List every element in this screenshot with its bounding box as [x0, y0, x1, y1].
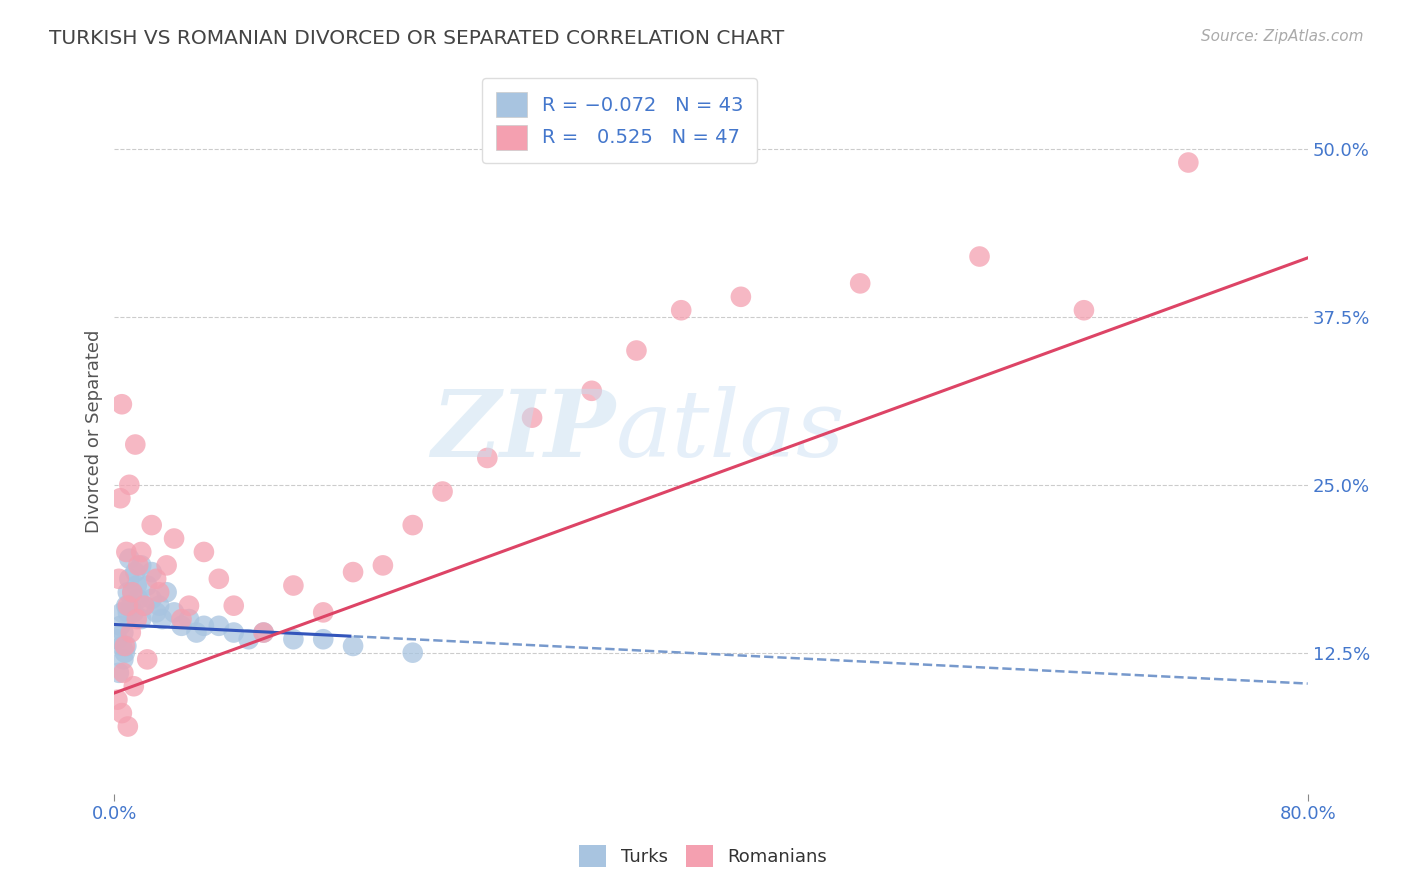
- Point: [136, 578, 159, 592]
- Point: [432, 484, 454, 499]
- Point: [342, 639, 364, 653]
- Point: [148, 585, 170, 599]
- Point: [129, 545, 152, 559]
- Point: [124, 437, 146, 451]
- Point: [118, 478, 141, 492]
- Point: [477, 450, 499, 465]
- Point: [118, 572, 141, 586]
- Point: [283, 632, 305, 647]
- Text: TURKISH VS ROMANIAN DIVORCED OR SEPARATED CORRELATION CHART: TURKISH VS ROMANIAN DIVORCED OR SEPARATE…: [49, 29, 785, 47]
- Point: [111, 639, 134, 653]
- Point: [222, 625, 245, 640]
- Point: [581, 384, 603, 398]
- Point: [208, 572, 231, 586]
- Point: [121, 585, 143, 599]
- Point: [114, 646, 136, 660]
- Point: [108, 665, 131, 680]
- Point: [402, 646, 425, 660]
- Point: [127, 591, 149, 606]
- Point: [626, 343, 648, 358]
- Point: [283, 578, 305, 592]
- Point: [193, 619, 215, 633]
- Point: [122, 679, 145, 693]
- Point: [371, 558, 394, 573]
- Point: [114, 639, 136, 653]
- Point: [117, 599, 139, 613]
- Point: [145, 606, 167, 620]
- Point: [402, 518, 425, 533]
- Point: [127, 558, 149, 573]
- Point: [150, 612, 173, 626]
- Point: [115, 599, 138, 613]
- Point: [111, 706, 134, 720]
- Point: [170, 619, 193, 633]
- Point: [111, 606, 134, 620]
- Point: [141, 518, 163, 533]
- Point: [186, 625, 208, 640]
- Point: [312, 606, 335, 620]
- Point: [849, 277, 872, 291]
- Point: [520, 410, 543, 425]
- Point: [125, 612, 148, 626]
- Point: [117, 719, 139, 733]
- Point: [252, 625, 274, 640]
- Point: [156, 558, 179, 573]
- Point: [112, 652, 135, 666]
- Point: [1177, 155, 1199, 169]
- Point: [145, 572, 167, 586]
- Text: atlas: atlas: [616, 386, 845, 476]
- Point: [122, 606, 145, 620]
- Point: [177, 612, 200, 626]
- Point: [134, 599, 156, 613]
- Point: [110, 619, 132, 633]
- Point: [136, 652, 159, 666]
- Point: [141, 565, 163, 579]
- Legend: Turks, Romanians: Turks, Romanians: [572, 838, 834, 874]
- Point: [108, 572, 131, 586]
- Point: [118, 551, 141, 566]
- Point: [1073, 303, 1095, 318]
- Point: [193, 545, 215, 559]
- Point: [177, 599, 200, 613]
- Point: [117, 585, 139, 599]
- Point: [110, 491, 132, 506]
- Point: [129, 558, 152, 573]
- Point: [134, 599, 156, 613]
- Point: [148, 599, 170, 613]
- Point: [115, 639, 138, 653]
- Point: [121, 585, 143, 599]
- Point: [342, 565, 364, 579]
- Point: [117, 606, 139, 620]
- Point: [115, 545, 138, 559]
- Point: [163, 532, 186, 546]
- Point: [238, 632, 260, 647]
- Point: [208, 619, 231, 633]
- Point: [111, 397, 134, 411]
- Text: Source: ZipAtlas.com: Source: ZipAtlas.com: [1201, 29, 1364, 44]
- Point: [969, 250, 991, 264]
- Point: [312, 632, 335, 647]
- Point: [120, 625, 142, 640]
- Point: [163, 606, 186, 620]
- Point: [141, 591, 163, 606]
- Point: [125, 578, 148, 592]
- Point: [170, 612, 193, 626]
- Point: [124, 565, 146, 579]
- Point: [129, 612, 152, 626]
- Point: [222, 599, 245, 613]
- Point: [156, 585, 179, 599]
- Point: [105, 692, 128, 706]
- Point: [105, 632, 128, 647]
- Legend: R = −0.072   N = 43, R =   0.525   N = 47: R = −0.072 N = 43, R = 0.525 N = 47: [482, 78, 758, 163]
- Point: [120, 599, 142, 613]
- Point: [671, 303, 693, 318]
- Point: [112, 625, 135, 640]
- Point: [252, 625, 274, 640]
- Point: [730, 290, 752, 304]
- Text: ZIP: ZIP: [432, 386, 616, 476]
- Point: [112, 665, 135, 680]
- Y-axis label: Divorced or Separated: Divorced or Separated: [86, 329, 103, 533]
